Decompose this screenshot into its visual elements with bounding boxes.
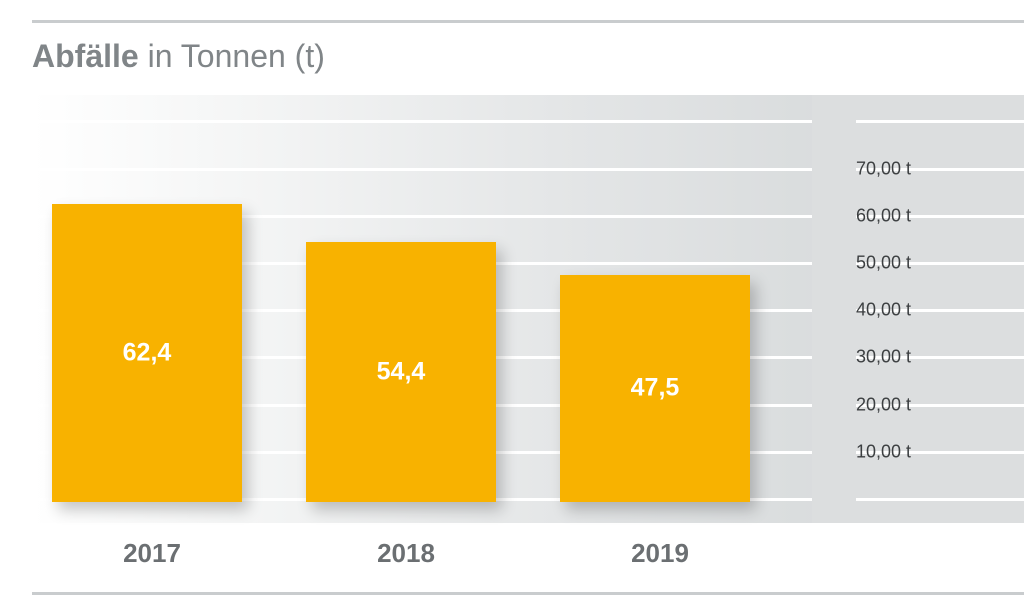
- y-tick-label: 60,00 t: [856, 205, 912, 226]
- x-category-label: 2018: [377, 538, 435, 568]
- axis-gridline: [856, 356, 1024, 359]
- axis-gridline: [856, 168, 1024, 171]
- y-tick-label: 10,00 t: [856, 441, 912, 462]
- bar-value-label: 62,4: [122, 338, 172, 367]
- gridline: [32, 120, 812, 123]
- chart-title-bold: Abfälle: [32, 38, 139, 74]
- axis-gridline: [856, 309, 1024, 312]
- bar-value-label: 47,5: [630, 373, 680, 402]
- gridline: [32, 168, 812, 171]
- axis-gridline: [856, 498, 1024, 501]
- axis-gridline: [856, 404, 1024, 407]
- bar-value-label: 54,4: [376, 357, 426, 386]
- axis-gridline: [856, 262, 1024, 265]
- y-tick-label: 70,00 t: [856, 158, 912, 179]
- x-category-label: 2019: [631, 538, 689, 568]
- axis-gridline: [856, 215, 1024, 218]
- bar: 54,4: [306, 242, 496, 502]
- gridline: [32, 215, 812, 218]
- axis-gridline: [856, 120, 1024, 123]
- y-tick-label: 50,00 t: [856, 252, 912, 273]
- axis-gridline: [856, 451, 1024, 454]
- bar: 62,4: [52, 204, 242, 502]
- chart-title: Abfälle in Tonnen (t): [32, 38, 325, 75]
- chart-title-rest: in Tonnen (t): [138, 38, 325, 74]
- x-category-label: 2017: [123, 538, 181, 568]
- top-divider: [32, 20, 1024, 23]
- bottom-divider: [32, 592, 1024, 595]
- y-tick-label: 30,00 t: [856, 346, 912, 367]
- y-tick-label: 40,00 t: [856, 299, 912, 320]
- bar: 47,5: [560, 274, 750, 502]
- y-tick-label: 20,00 t: [856, 394, 912, 415]
